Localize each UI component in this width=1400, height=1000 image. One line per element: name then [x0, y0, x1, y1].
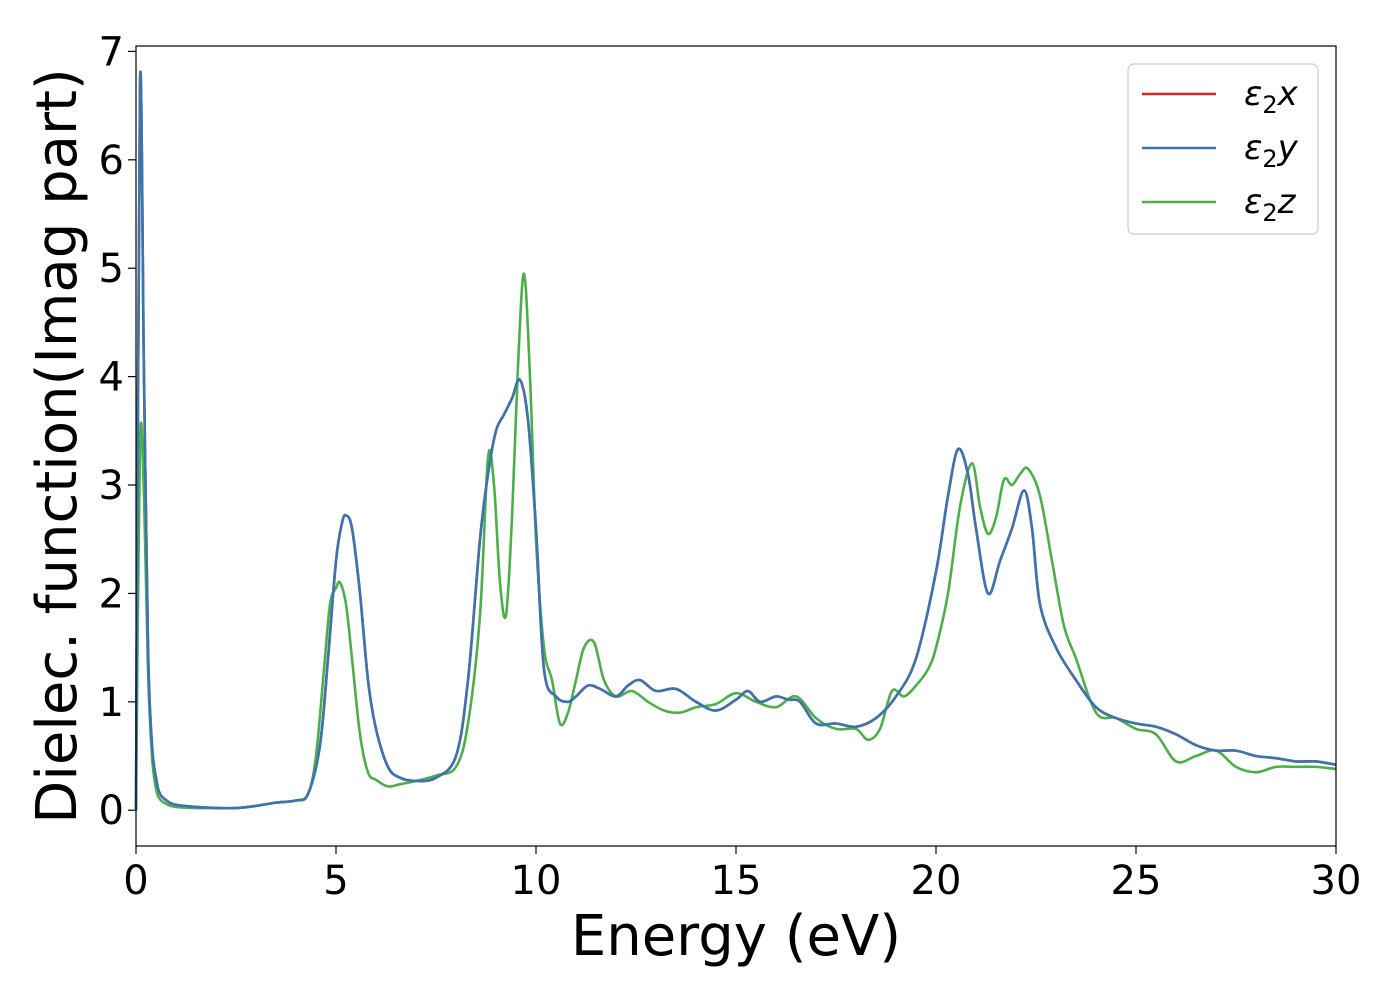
- plot-frame: [135, 45, 1337, 847]
- y-tick-label: 1: [99, 680, 124, 726]
- series-line-y: [134, 70, 1337, 811]
- legend-label-x: ε2x: [1244, 74, 1299, 119]
- x-tick-label: 25: [1111, 858, 1162, 904]
- legend: ε2x ε2y ε2z: [1127, 63, 1319, 235]
- x-tick-label: 0: [123, 858, 148, 904]
- x-tick-label: 15: [711, 858, 762, 904]
- y-tick-label: 7: [99, 29, 124, 75]
- y-tick-label: 2: [99, 571, 124, 617]
- y-tick-label: 6: [99, 138, 124, 184]
- legend-box: [1127, 63, 1319, 235]
- x-axis-title: Energy (eV): [571, 904, 901, 969]
- y-axis-title: Dielec. function(Imag part): [25, 68, 90, 824]
- y-tick-label: 0: [99, 788, 124, 834]
- legend-label-y: ε2y: [1244, 128, 1299, 173]
- y-tick-label: 4: [99, 355, 124, 401]
- y-axis: 0 1 2 3 4 5 6 7: [99, 29, 136, 834]
- x-tick-label: 5: [323, 858, 348, 904]
- y-tick-label: 5: [99, 246, 124, 292]
- x-axis: 0 5 10 15 20 25 30: [123, 846, 1361, 904]
- legend-label-z: ε2z: [1244, 182, 1297, 227]
- x-tick-label: 10: [511, 858, 562, 904]
- plot-area: [134, 70, 1337, 811]
- y-tick-label: 3: [99, 463, 124, 509]
- x-tick-label: 20: [911, 858, 962, 904]
- x-tick-label: 30: [1311, 858, 1362, 904]
